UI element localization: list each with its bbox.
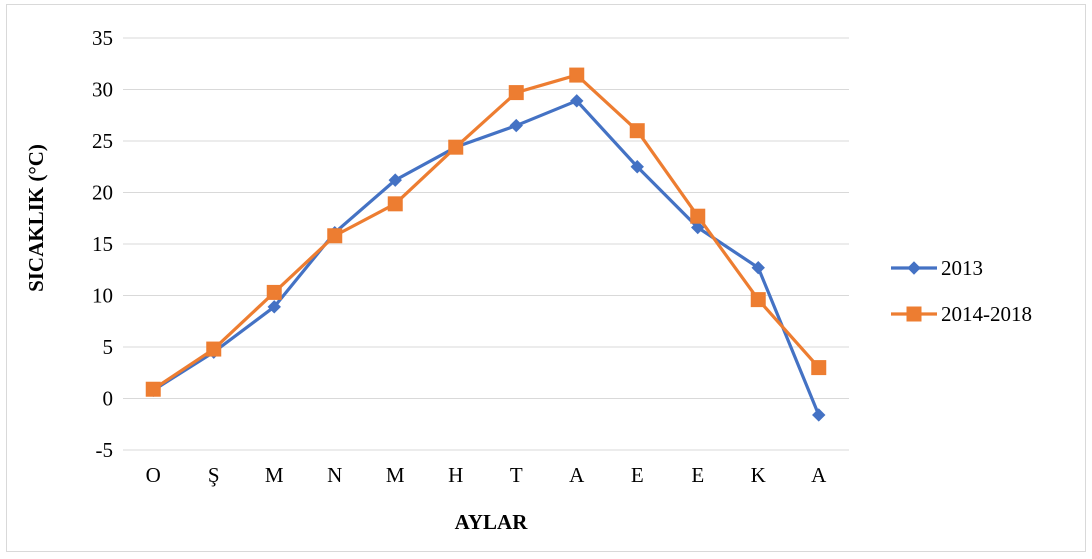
x-tick-label: A (811, 463, 827, 487)
x-tick-label: T (510, 463, 523, 487)
data-point (387, 196, 403, 212)
x-tick-label: O (146, 463, 161, 487)
series-1 (146, 94, 826, 422)
x-tick-label: H (448, 463, 463, 487)
data-point (812, 408, 826, 422)
data-point (690, 208, 706, 224)
y-tick-label: 0 (103, 387, 114, 411)
data-point (750, 292, 766, 308)
y-tick-labels: -5 0 5 10 15 20 25 30 35 (92, 26, 113, 462)
data-point (691, 220, 705, 235)
data-point (508, 85, 524, 101)
data-point (570, 94, 584, 108)
gridlines (123, 37, 849, 451)
legend-marker (907, 261, 921, 275)
y-axis-title: SICAKLIK (°C) (24, 144, 48, 292)
x-tick-label: N (327, 463, 342, 487)
legend: 2013 2014-2018 (891, 256, 1032, 326)
y-tick-label: 25 (92, 129, 113, 153)
series-2 (145, 67, 827, 397)
legend-item: 2014-2018 (891, 302, 1032, 326)
data-point (509, 118, 523, 133)
data-point (448, 139, 464, 155)
chart-frame: -5 0 5 10 15 20 25 30 35 O Ş M N M H T A E E K A SICAKLIK (… (6, 4, 1086, 552)
legend-marker (906, 306, 922, 322)
y-tick-label: 5 (103, 335, 114, 359)
x-tick-label: M (386, 463, 405, 487)
x-axis-title: AYLAR (455, 510, 529, 534)
y-tick-label: 15 (92, 232, 113, 256)
legend-label: 2013 (941, 256, 983, 280)
data-point (629, 123, 645, 139)
data-point (266, 284, 282, 300)
series-layer (145, 67, 827, 422)
data-point (388, 173, 402, 187)
y-tick-label: -5 (96, 438, 114, 462)
y-tick-label: 35 (92, 26, 113, 50)
data-point (751, 260, 765, 275)
x-tick-label: E (631, 463, 644, 487)
y-tick-label: 20 (92, 181, 113, 205)
data-point (145, 381, 161, 397)
series-line (151, 99, 821, 417)
y-tick-label: 30 (92, 78, 113, 102)
data-point (811, 360, 827, 376)
legend-label: 2014-2018 (941, 302, 1032, 326)
series-line (151, 73, 821, 391)
data-point (630, 160, 644, 174)
data-point (267, 300, 281, 314)
x-tick-label: A (569, 463, 585, 487)
data-point (206, 341, 222, 357)
y-tick-label: 10 (92, 284, 113, 308)
line-chart: -5 0 5 10 15 20 25 30 35 O Ş M N M H T A E E K A SICAKLIK (… (24, 26, 1032, 534)
x-tick-label: M (265, 463, 284, 487)
x-tick-label: K (751, 463, 766, 487)
data-point (327, 228, 343, 244)
data-point (569, 67, 585, 83)
legend-item: 2013 (891, 256, 983, 280)
x-tick-label: Ş (208, 463, 220, 487)
x-tick-label: E (691, 463, 704, 487)
